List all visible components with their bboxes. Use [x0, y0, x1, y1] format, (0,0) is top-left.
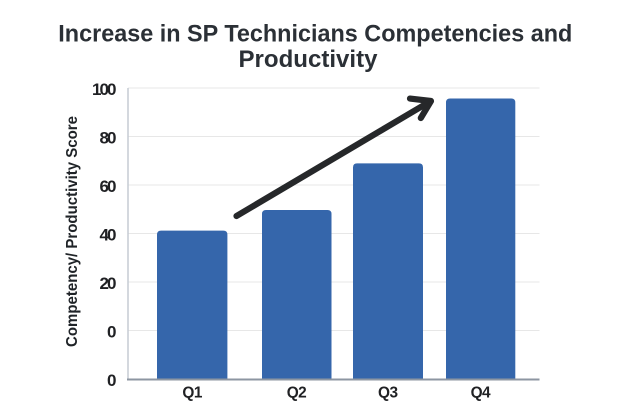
svg-text:Q3: Q3 — [378, 384, 398, 401]
svg-text:0: 0 — [107, 371, 116, 390]
svg-text:Productivity: Productivity — [239, 46, 379, 73]
svg-text:80: 80 — [100, 129, 117, 148]
svg-text:100: 100 — [92, 80, 117, 99]
svg-text:60: 60 — [100, 177, 117, 196]
svg-text:40: 40 — [100, 226, 117, 245]
svg-text:Increase in SP Technicians Com: Increase in SP Technicians Competencies … — [58, 21, 572, 48]
svg-text:Q1: Q1 — [182, 384, 202, 401]
svg-text:Q2: Q2 — [287, 384, 307, 401]
svg-text:0: 0 — [107, 323, 116, 342]
svg-text:Competency/ Productivity Score: Competency/ Productivity Score — [64, 116, 81, 347]
svg-text:Q4: Q4 — [471, 384, 491, 401]
svg-text:20: 20 — [100, 274, 117, 293]
